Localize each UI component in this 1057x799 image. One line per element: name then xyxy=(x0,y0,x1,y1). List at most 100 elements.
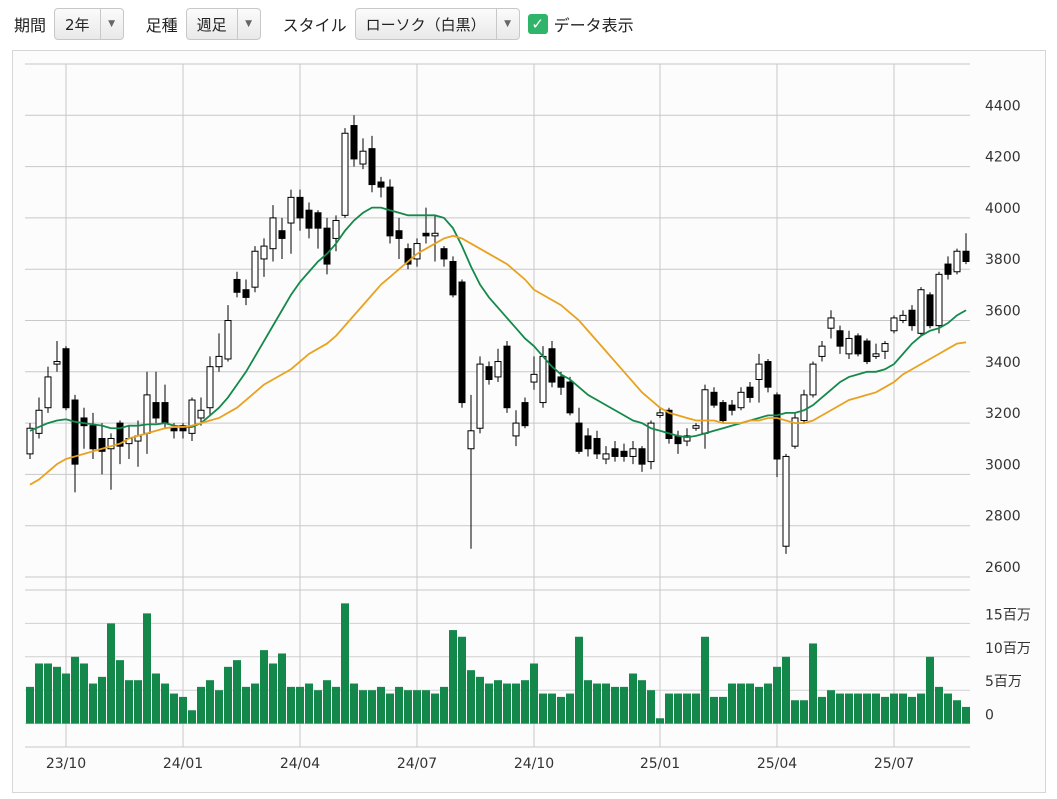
y-tick-label: 4200 xyxy=(985,150,1021,166)
checkbox-mark: ✓ xyxy=(527,14,548,34)
volume-bar xyxy=(152,673,160,724)
volume-bar xyxy=(629,673,637,724)
volume-bar xyxy=(755,686,763,724)
volume-bar xyxy=(449,630,457,724)
volume-bar xyxy=(674,693,682,724)
candle-body xyxy=(899,314,907,321)
volume-bar xyxy=(143,613,151,724)
candle-body xyxy=(746,386,754,398)
candle-body xyxy=(809,363,817,396)
volume-bar xyxy=(269,663,277,724)
candle-body xyxy=(350,125,358,160)
candle-body xyxy=(485,366,493,380)
candle-body xyxy=(764,361,772,388)
candle-body xyxy=(602,453,610,460)
volume-bar xyxy=(917,693,925,724)
y-tick-label: 3600 xyxy=(985,304,1021,320)
volume-bar xyxy=(872,693,880,724)
volume-bar xyxy=(719,696,727,724)
volume-bar xyxy=(935,686,943,724)
candle-body xyxy=(827,317,835,329)
candle-body xyxy=(197,409,205,419)
candle-body xyxy=(701,389,709,434)
candle-body xyxy=(836,330,844,347)
volume-bar xyxy=(305,683,313,724)
volume-bar xyxy=(926,656,934,724)
volume-bar xyxy=(44,663,52,724)
volume-bar xyxy=(332,686,340,724)
dropdown-arrow: ▼ xyxy=(99,9,123,39)
candle-body xyxy=(755,363,763,380)
candle-body xyxy=(719,402,727,422)
x-tick-label: 23/10 xyxy=(46,756,86,772)
volume-bar xyxy=(854,693,862,724)
volume-bar xyxy=(107,623,115,724)
candle-body xyxy=(62,348,70,409)
volume-bar xyxy=(89,683,97,724)
candle-body xyxy=(791,417,799,447)
volume-bar xyxy=(233,660,241,724)
candle-body xyxy=(953,250,961,273)
volume-bar xyxy=(791,700,799,724)
candle-body xyxy=(170,427,178,432)
data-checkbox[interactable]: ✓ データ表示 xyxy=(527,12,634,36)
candle-body xyxy=(278,230,286,239)
toolbar: 期間 2年 ▼ 足種 週足 ▼ スタイル ローソク（白黒） ▼ ✓ データ表示 xyxy=(0,0,1057,48)
volume-bar xyxy=(530,663,538,724)
candle-body xyxy=(422,232,430,237)
volume-bar xyxy=(656,718,664,724)
candle-body xyxy=(629,448,637,457)
volume-bar xyxy=(98,676,106,724)
candle-body xyxy=(323,227,331,265)
volume-tick-label: 15百万 xyxy=(985,607,1031,623)
volume-bar xyxy=(503,683,511,724)
candle-body xyxy=(863,340,871,363)
candle-body xyxy=(143,394,151,434)
volume-bar xyxy=(953,700,961,724)
candle-body xyxy=(845,337,853,355)
volume-bar xyxy=(908,696,916,724)
candle-body xyxy=(467,430,475,450)
volume-bar xyxy=(602,683,610,724)
volume-bar xyxy=(179,696,187,724)
volume-bar xyxy=(422,690,430,724)
candle-body xyxy=(188,399,196,434)
volume-bar xyxy=(512,683,520,724)
dropdown-arrow: ▼ xyxy=(495,9,519,39)
volume-bar xyxy=(440,686,448,724)
volume-bar xyxy=(548,693,556,724)
volume-bar xyxy=(566,693,574,724)
volume-bar xyxy=(890,693,898,724)
candle-body xyxy=(215,355,223,368)
bar-select[interactable]: 週足 ▼ xyxy=(185,8,261,40)
x-tick-label: 24/07 xyxy=(397,756,437,772)
volume-bar xyxy=(431,693,439,724)
candle-body xyxy=(233,278,241,293)
candle-body xyxy=(53,361,61,365)
candle-body xyxy=(872,353,880,357)
style-select[interactable]: ローソク（白黒） ▼ xyxy=(354,8,520,40)
volume-bar xyxy=(125,680,133,724)
volume-bar xyxy=(188,710,196,724)
candle-body xyxy=(656,412,664,416)
volume-bar xyxy=(413,690,421,724)
volume-bar xyxy=(773,666,781,724)
volume-bar xyxy=(314,690,322,724)
x-tick-label: 24/04 xyxy=(280,756,320,772)
period-select[interactable]: 2年 ▼ xyxy=(54,8,124,40)
y-tick-label: 3200 xyxy=(985,406,1021,422)
volume-bar xyxy=(296,686,304,724)
y-tick-label: 3000 xyxy=(985,457,1021,473)
candle-body xyxy=(575,422,583,452)
volume-bar xyxy=(287,686,295,724)
candle-body xyxy=(728,404,736,411)
candle-body xyxy=(530,373,538,383)
y-tick-label: 4000 xyxy=(985,201,1021,217)
volume-bar xyxy=(35,663,43,724)
volume-bar xyxy=(359,690,367,724)
candle-body xyxy=(521,402,529,427)
volume-bar xyxy=(800,700,808,724)
candle-body xyxy=(332,219,340,239)
dropdown-arrow: ▼ xyxy=(236,9,260,39)
